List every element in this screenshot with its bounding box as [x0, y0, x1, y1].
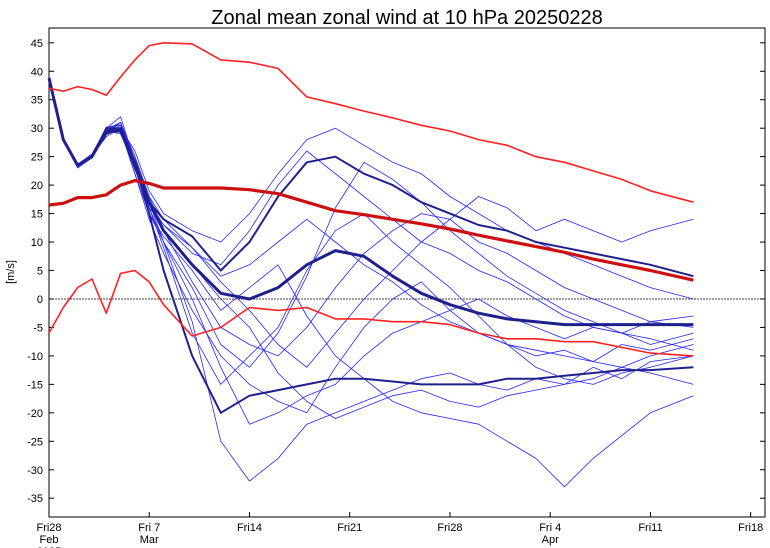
y-axis-label: [m/s]	[5, 260, 17, 284]
y-tick-label: -10	[27, 351, 43, 363]
y-tick-label: 5	[37, 266, 43, 278]
x-tick-label: Fri11	[638, 522, 662, 534]
y-tick-label: 40	[31, 66, 43, 78]
series-line	[48, 78, 694, 385]
y-tick-label: 20	[31, 180, 43, 192]
x-tick-label: Fri28	[437, 522, 462, 534]
y-tick-label: 15	[31, 209, 43, 221]
y-tick-label: -5	[33, 322, 43, 334]
chart-title: Zonal mean zonal wind at 10 hPa 20250228	[211, 7, 602, 29]
y-tick-label: -30	[27, 465, 43, 477]
series-line	[48, 78, 694, 425]
series-line	[48, 269, 694, 357]
x-tick-label: Fri14	[237, 522, 262, 534]
series-line	[48, 179, 694, 282]
y-tick-label: -15	[27, 379, 43, 391]
series-line	[48, 42, 694, 203]
x-tick-label: Fri21	[337, 522, 362, 534]
y-tick-label: 25	[31, 152, 43, 164]
x-tick-label: Fri 4 Apr	[539, 522, 561, 546]
y-tick-label: 0	[37, 294, 43, 306]
series-line	[48, 78, 694, 488]
x-tick-label: Fri 7 Mar	[138, 522, 160, 546]
series-line	[48, 78, 694, 482]
x-tick-label: Fri28Feb2025	[36, 522, 61, 548]
series-line	[48, 77, 694, 414]
x-tick-label: Fri18	[738, 522, 763, 534]
y-tick-label: -35	[27, 493, 43, 505]
series-line	[48, 78, 694, 345]
series-line	[48, 77, 694, 278]
y-tick-label: -25	[27, 436, 43, 448]
y-tick-label: 30	[31, 123, 43, 135]
y-tick-label: -20	[27, 408, 43, 420]
series-line	[48, 78, 694, 419]
plot-frame	[48, 27, 766, 518]
y-tick-label: 10	[31, 237, 43, 249]
y-tick-label: 45	[31, 38, 43, 50]
series-line	[48, 78, 694, 385]
series-line	[47, 77, 694, 327]
y-tick-label: 35	[31, 95, 43, 107]
